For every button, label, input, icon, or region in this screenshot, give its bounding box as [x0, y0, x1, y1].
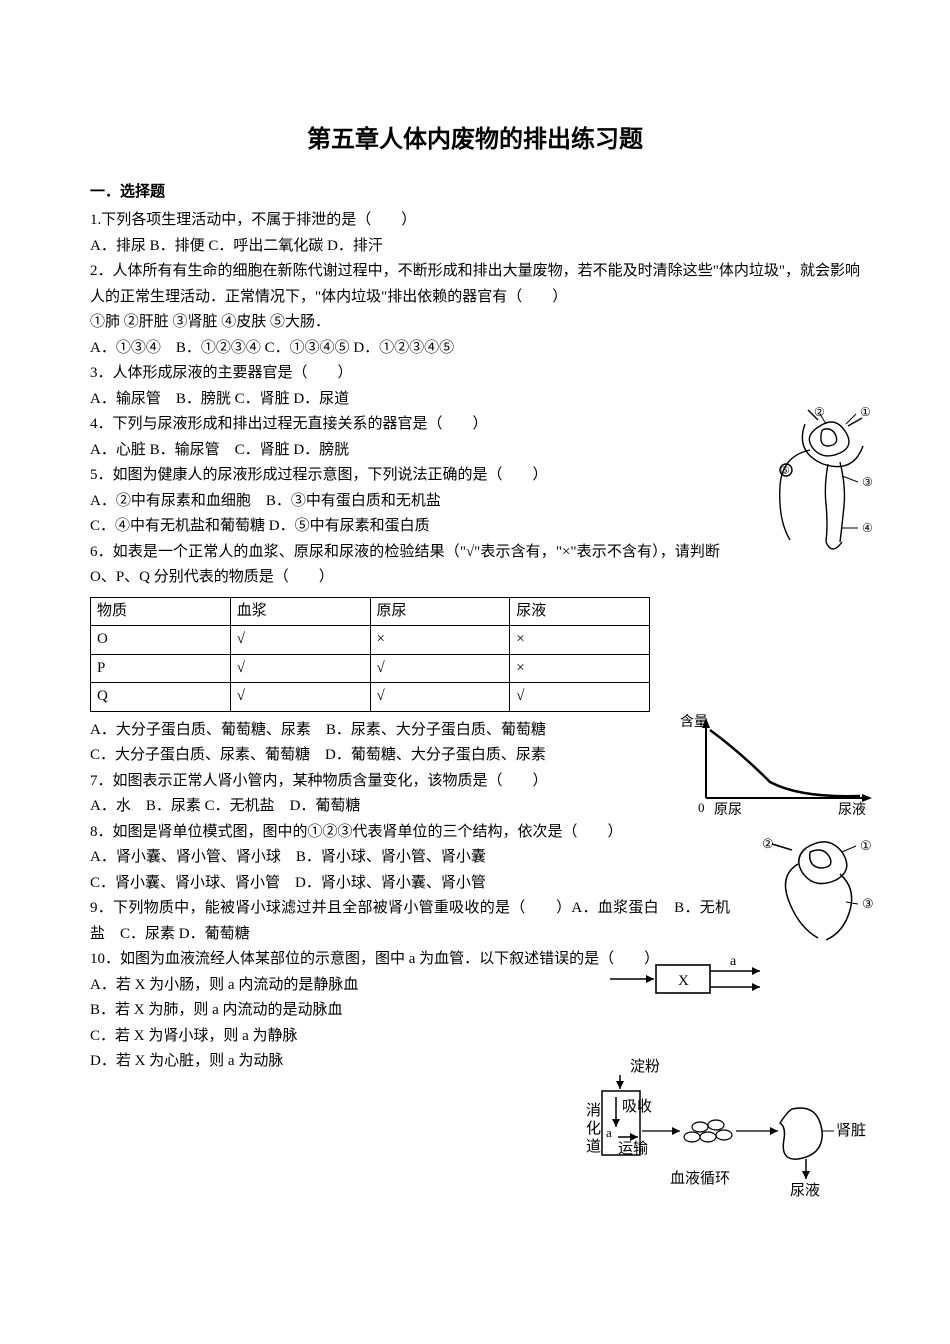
svg-text:a: a [606, 1125, 612, 1140]
q10-x-figure: X a [600, 947, 770, 1007]
q8-optsCD: C．肾小囊、肾小球、肾小管 D．肾小球、肾小囊、肾小管 [90, 871, 860, 897]
q4-opts: A．心脏 B．输尿管 C．肾脏 D．膀胱 [90, 438, 860, 464]
q4-stem: 4．下列与尿液形成和排出过程无直接关系的器官是（ ） [90, 412, 860, 438]
th-plasma: 血浆 [230, 597, 370, 626]
q5-stem: 5．如图为健康人的尿液形成过程示意图，下列说法正确的是（ ） [90, 463, 860, 489]
q2-stem: 2．人体所有有生命的细胞在新陈代谢过程中，不断形成和排出大量废物，若不能及时清除… [90, 259, 860, 310]
svg-text:①: ① [860, 838, 872, 853]
bottom-flow-figure: 淀粉 消 化 道 吸收 [560, 1055, 880, 1205]
q7-chart: 含量 0 原尿 尿液 [680, 712, 880, 822]
svg-text:尿液: 尿液 [790, 1182, 820, 1199]
q9-stem: 9．下列物质中，能被肾小球滤过并且全部被肾小管重吸收的是（ ）A．血浆蛋白 B．… [90, 896, 860, 947]
q5-optsCD: C．④中有无机盐和葡萄糖 D．⑤中有尿素和蛋白质 [90, 514, 860, 540]
svg-text:消: 消 [586, 1102, 601, 1119]
svg-text:a: a [730, 954, 737, 969]
th-substance: 物质 [91, 597, 231, 626]
page-title: 第五章人体内废物的排出练习题 [90, 120, 860, 161]
svg-text:化: 化 [586, 1120, 601, 1137]
q5-figure: ① ② ⑤ ③ ④ [750, 406, 880, 576]
q6-table: 物质 血浆 原尿 尿液 O √ × × P √ √ × Q √ √ √ [90, 597, 650, 712]
q10-optC: C．若 X 为肾小球，则 a 为静脉 [90, 1024, 860, 1050]
q6-stem: 6．如表是一个正常人的血浆、原尿和尿液的检验结果（"√"表示含有，"×"表示不含… [90, 540, 860, 591]
svg-text:③: ③ [862, 896, 874, 911]
svg-text:③: ③ [862, 475, 873, 489]
svg-text:⑤: ⑤ [780, 465, 790, 477]
th-filtrate: 原尿 [370, 597, 510, 626]
svg-text:含量: 含量 [680, 714, 708, 730]
q8-figure: ① ② ③ [760, 830, 880, 950]
q5-optsAB: A．②中有尿素和血细胞 B．③中有蛋白质和无机盐 [90, 489, 860, 515]
q2-opts: A．①③④ B．①②③④ C．①③④⑤ D．①②③④⑤ [90, 336, 860, 362]
table-row: P √ √ × [91, 654, 650, 683]
svg-text:运输: 运输 [618, 1140, 648, 1157]
svg-text:血液循环: 血液循环 [670, 1170, 730, 1187]
q2-items: ①肺 ②肝脏 ③肾脏 ④皮肤 ⑤大肠． [90, 310, 860, 336]
svg-text:②: ② [814, 406, 825, 419]
q8-optsAB: A．肾小囊、肾小管、肾小球 B．肾小球、肾小管、肾小囊 [90, 845, 860, 871]
svg-text:尿液: 尿液 [838, 802, 866, 818]
th-urine: 尿液 [510, 597, 650, 626]
table-row: O √ × × [91, 626, 650, 655]
svg-text:①: ① [860, 406, 871, 419]
svg-text:②: ② [762, 836, 774, 851]
svg-text:④: ④ [862, 521, 873, 535]
q3-stem: 3．人体形成尿液的主要器官是（ ） [90, 361, 860, 387]
svg-text:X: X [678, 973, 689, 989]
q3-opts: A．输尿管 B．膀胱 C．肾脏 D．尿道 [90, 387, 860, 413]
q1-opts: A．排尿 B．排便 C．呼出二氧化碳 D．排汗 [90, 234, 860, 260]
svg-text:肾脏: 肾脏 [836, 1122, 866, 1139]
svg-text:道: 道 [586, 1138, 601, 1155]
svg-text:0: 0 [698, 800, 705, 815]
q1-stem: 1.下列各项生理活动中，不属于排泄的是（ ） [90, 208, 860, 234]
svg-text:吸收: 吸收 [622, 1098, 652, 1115]
svg-text:原尿: 原尿 [714, 803, 742, 818]
table-row: 物质 血浆 原尿 尿液 [91, 597, 650, 626]
section-heading-1: 一．选择题 [90, 179, 860, 205]
svg-text:淀粉: 淀粉 [630, 1058, 660, 1075]
q8-stem: 8．如图是肾单位模式图，图中的①②③代表肾单位的三个结构，依次是（ ） [90, 820, 860, 846]
table-row: Q √ √ √ [91, 683, 650, 712]
